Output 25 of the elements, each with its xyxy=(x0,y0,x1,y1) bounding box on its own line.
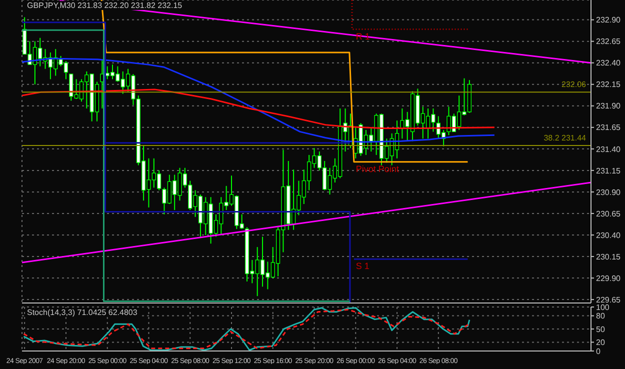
y-tick-label: 230.65 xyxy=(596,209,622,218)
y-tick-label: 230.40 xyxy=(596,230,622,240)
y-tick-label: 232.40 xyxy=(596,58,622,68)
y-tick-label: 231.40 xyxy=(596,144,622,154)
y-tick-label: 50 xyxy=(596,324,606,334)
y-tick-label: 232.15 xyxy=(596,80,622,90)
annotation: Pivot Point xyxy=(356,164,400,174)
y-tick-label: 231.65 xyxy=(596,123,622,132)
y-tick-label: 232.65 xyxy=(596,37,622,46)
chart-title: GBPJPY,M30 231.83 232.20 231.82 232.15 xyxy=(25,1,184,10)
y-tick-label: 80 xyxy=(596,312,606,321)
y-tick-label: 231.90 xyxy=(596,102,622,111)
y-tick-label: 100 xyxy=(596,302,610,312)
y-tick-label: 229.65 xyxy=(596,295,622,304)
ref-line-label: 38.2 231.44 xyxy=(544,133,587,142)
y-tick-label: 229.90 xyxy=(596,274,622,283)
chart-title: Stoch(14,3,3) 71.0425 62.4803 xyxy=(25,308,140,317)
y-tick-label: 230.90 xyxy=(596,188,622,197)
y-tick-label: 231.15 xyxy=(596,166,622,176)
y-tick-label: 232.90 xyxy=(596,16,622,25)
ref-line-label: 232.06 xyxy=(562,80,587,90)
annotation: S 1 xyxy=(356,261,370,272)
y-tick-label: 0 xyxy=(596,346,601,356)
y-tick-label: 230.15 xyxy=(596,252,622,262)
y-tick-label: 20 xyxy=(596,338,606,348)
